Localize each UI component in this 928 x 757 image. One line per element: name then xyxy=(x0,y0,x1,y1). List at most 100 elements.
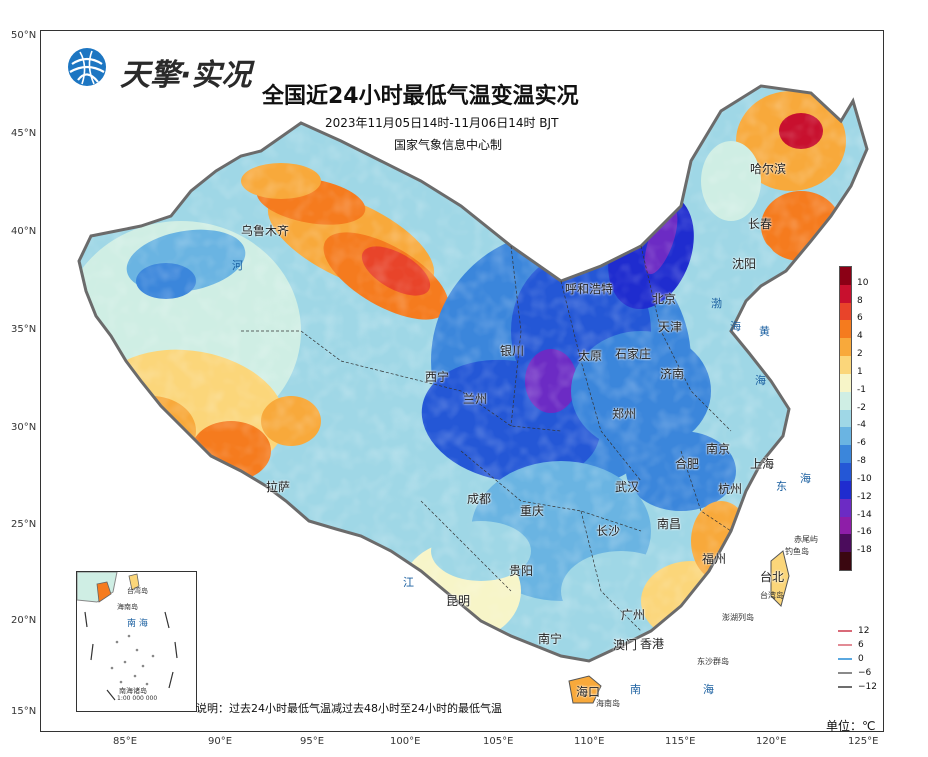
city-label: 合肥 xyxy=(675,455,699,472)
city-name: 太原 xyxy=(578,349,603,363)
lon-label: 125°E xyxy=(848,736,879,747)
hainan-island xyxy=(568,675,602,704)
city-name: 银川 xyxy=(500,344,525,358)
legend-swatch xyxy=(840,356,851,375)
legend-label: 8 xyxy=(857,295,863,306)
lon-label: 90°E xyxy=(208,736,233,747)
contour-line-swatch xyxy=(838,629,852,632)
city-name: 海口 xyxy=(576,685,601,699)
city-name: 南京 xyxy=(706,442,731,456)
city-name: 拉萨 xyxy=(266,480,291,494)
legend-swatch-bottom xyxy=(840,552,851,570)
legend-swatch xyxy=(840,267,851,286)
city-label: 拉萨 xyxy=(266,478,290,495)
province-borders xyxy=(241,245,732,632)
city-name: 贵阳 xyxy=(509,564,534,578)
contour-label: −12 xyxy=(858,682,877,692)
city-label: 南京 xyxy=(706,440,730,457)
city-label: 武汉 xyxy=(615,478,639,495)
legend-swatch xyxy=(840,534,851,553)
contour-legend-row: 12 xyxy=(838,626,869,636)
inset-map xyxy=(76,571,178,701)
city-label: 西宁 xyxy=(425,368,449,385)
lat-label: 45°N xyxy=(11,128,37,139)
legend-swatch xyxy=(840,427,851,446)
legend-label: -12 xyxy=(857,491,872,502)
island-label: 东沙群岛 xyxy=(697,657,729,666)
legend-label: -18 xyxy=(857,545,872,556)
island-label: 赤尾屿 xyxy=(794,535,818,544)
lat-label: 40°N xyxy=(11,226,37,237)
city-label: 香港 xyxy=(640,635,664,652)
contour-line-swatch xyxy=(838,685,852,688)
city-name: 郑州 xyxy=(612,407,637,421)
city-label: 沈阳 xyxy=(732,255,756,272)
legend-label: -14 xyxy=(857,509,872,520)
legend-label: 1 xyxy=(857,366,863,377)
contour-line-swatch xyxy=(838,643,852,646)
city-label: 长沙 xyxy=(596,522,620,539)
city-name: 成都 xyxy=(467,492,492,506)
legend-swatch xyxy=(840,409,851,428)
inset-label-sea: 南 海 xyxy=(127,619,148,629)
inset-label-islands: 南海诸岛 xyxy=(119,687,147,695)
city-name: 济南 xyxy=(660,367,685,381)
city-name: 福州 xyxy=(702,552,727,566)
lat-label: 35°N xyxy=(11,324,37,335)
city-label: 重庆 xyxy=(520,502,544,519)
contour-label: −6 xyxy=(858,668,872,678)
city-label: 杭州 xyxy=(718,480,742,497)
city-label: 成都 xyxy=(467,490,491,507)
map-title: 全国近24小时最低气温变温实况 xyxy=(262,84,579,109)
sea-label: 海 xyxy=(800,472,811,485)
legend-swatch xyxy=(840,320,851,339)
lon-label: 105°E xyxy=(483,736,514,747)
city-name: 沈阳 xyxy=(732,257,757,271)
lat-label: 30°N xyxy=(11,422,37,433)
inset-label-taiwan: 台湾岛 xyxy=(127,587,148,595)
city-name: 合肥 xyxy=(675,457,700,471)
city-name: 兰州 xyxy=(463,392,488,406)
sea-label: 海 xyxy=(755,374,766,387)
city-label: 乌鲁木齐 xyxy=(241,222,289,239)
city-label: 天津 xyxy=(658,318,682,335)
city-label: 南昌 xyxy=(657,515,681,532)
city-label: 昆明 xyxy=(446,592,470,609)
contour-line-swatch xyxy=(838,657,852,660)
south-china-sea-inset: 台湾岛 海南岛 南 海 南海诸岛 1:00 000 000 xyxy=(76,571,197,712)
city-label: 南宁 xyxy=(538,630,562,647)
lat-label: 15°N xyxy=(11,706,37,717)
city-label: 郑州 xyxy=(612,405,636,422)
city-name: 香港 xyxy=(640,637,665,651)
legend-label: -10 xyxy=(857,473,872,484)
legend-label: -4 xyxy=(857,420,866,431)
city-name: 台北 xyxy=(760,570,785,584)
contour-legend-row: 6 xyxy=(838,640,864,650)
lat-label: 25°N xyxy=(11,519,37,530)
city-name: 南宁 xyxy=(538,632,563,646)
city-label: 北京 xyxy=(652,290,676,307)
lon-label: 95°E xyxy=(300,736,325,747)
sea-label: 海 xyxy=(703,683,714,696)
city-name: 昆明 xyxy=(446,594,471,608)
inset-scale: 1:00 000 000 xyxy=(117,695,158,702)
city-label: 长春 xyxy=(748,215,772,232)
city-name: 天津 xyxy=(658,320,683,334)
legend-swatch xyxy=(840,391,851,411)
city-name: 上海 xyxy=(750,457,775,471)
city-label: 呼和浩特 xyxy=(565,280,613,297)
city-label: 哈尔滨 xyxy=(750,160,786,177)
city-label: 银川 xyxy=(500,342,524,359)
legend-swatch xyxy=(840,498,851,518)
city-name: 南昌 xyxy=(657,517,682,531)
legend-label: -1 xyxy=(857,384,866,395)
island-label: 海南岛 xyxy=(596,699,620,708)
lon-label: 110°E xyxy=(574,736,605,747)
city-label: 石家庄 xyxy=(615,345,651,362)
city-label: 上海 xyxy=(750,455,774,472)
lon-label: 115°E xyxy=(665,736,696,747)
contour-label: 6 xyxy=(858,640,864,650)
legend-label: 10 xyxy=(857,277,869,288)
contour-legend-row: −12 xyxy=(838,682,877,692)
lat-label: 50°N xyxy=(11,30,37,41)
